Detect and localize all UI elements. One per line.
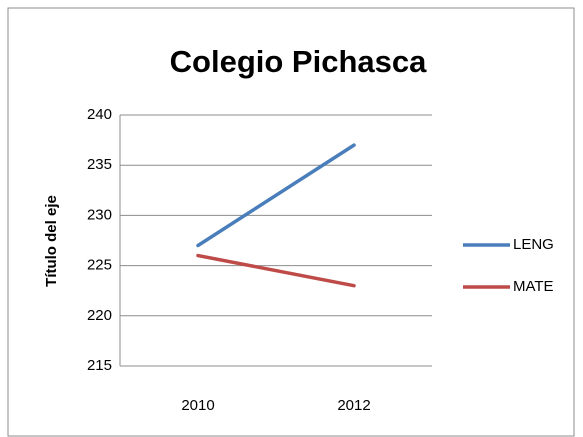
x-tick-label: 2012 (337, 397, 370, 414)
y-tick-label: 235 (87, 156, 112, 173)
legend-label: MATE (513, 278, 554, 295)
x-tick-label: 2010 (181, 397, 214, 414)
series-line (196, 253, 356, 288)
legend-label: LENG (513, 236, 554, 253)
chart-frame (7, 7, 575, 437)
y-tick-label: 230 (87, 206, 112, 223)
y-axis-label: Título del eje (43, 195, 60, 287)
y-tick-label: 225 (87, 257, 112, 274)
y-tick-label: 215 (87, 357, 112, 374)
y-tick-label: 240 (87, 106, 112, 123)
series-line (196, 143, 356, 248)
y-tick-label: 220 (87, 307, 112, 324)
chart-title: Colegio Pichasca (170, 44, 427, 79)
